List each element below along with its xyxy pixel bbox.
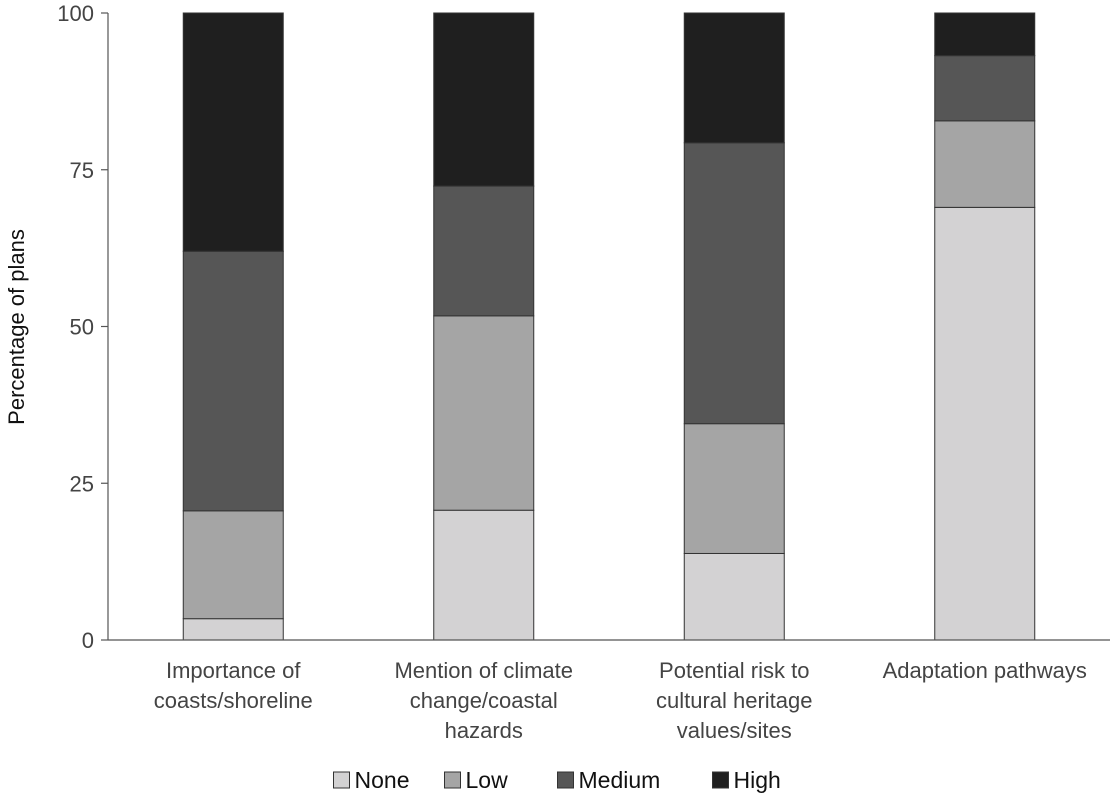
x-category-label-line: Adaptation pathways [883, 658, 1087, 683]
legend-label-none: None [355, 767, 410, 793]
bar-segment-low-3 [683, 423, 785, 554]
bar-segment-high-1 [182, 12, 284, 252]
legend-swatch-high [712, 771, 729, 789]
legend-label-low: Low [466, 767, 509, 793]
x-category-label: Mention of climate change/coastal hazards [394, 658, 573, 743]
x-category-label-line: coasts/shoreline [154, 688, 313, 713]
legend-swatch-low [444, 771, 461, 789]
x-category-label: Importance of coasts/shoreline [154, 658, 313, 713]
legend: None Low Medium High [333, 767, 781, 793]
bar-segment-medium-2 [433, 185, 535, 317]
bar-segment-none-1 [182, 618, 284, 641]
x-category-label-line: values/sites [677, 718, 792, 743]
x-axis: Importance of coasts/shoreline Mention of … [108, 639, 1110, 743]
bar-segment-none-4 [934, 206, 1036, 641]
bar-segment-high-2 [433, 12, 535, 187]
x-category-label-line: hazards [445, 718, 523, 743]
x-category-label-line: Importance of [166, 658, 301, 683]
bar-segment-none-2 [433, 509, 535, 641]
x-category-label-line: cultural heritage [656, 688, 813, 713]
bar-segment-none-3 [683, 552, 785, 641]
bar-segment-medium-1 [182, 250, 284, 512]
bar-segment-medium-4 [934, 55, 1036, 122]
y-tick-label: 0 [82, 628, 94, 653]
legend-swatch-none [333, 771, 350, 789]
bar-segment-low-4 [934, 120, 1036, 208]
x-category-label-line: Potential risk to [659, 658, 809, 683]
y-tick-label: 25 [70, 471, 94, 496]
x-category-label-line: change/coastal [410, 688, 558, 713]
legend-swatch-medium [557, 771, 574, 789]
legend-label-medium: Medium [579, 767, 661, 793]
y-tick-label: 100 [57, 1, 94, 26]
bar-segment-high-4 [934, 12, 1036, 57]
x-category-label: Potential risk to cultural heritage values… [656, 658, 813, 743]
y-tick-label: 75 [70, 158, 94, 183]
y-axis-title: Percentage of plans [4, 229, 29, 425]
bar-segment-low-2 [433, 315, 535, 511]
y-tick-label: 50 [70, 315, 94, 340]
y-axis: 0 25 50 75 100 [57, 1, 109, 653]
legend-label-high: High [734, 767, 781, 793]
bar-segment-low-1 [182, 510, 284, 620]
bars-group [182, 12, 1036, 641]
x-category-label: Adaptation pathways [883, 658, 1087, 683]
bar-segment-medium-3 [683, 142, 785, 425]
bar-segment-high-3 [683, 12, 785, 144]
x-category-label-line: Mention of climate [394, 658, 573, 683]
